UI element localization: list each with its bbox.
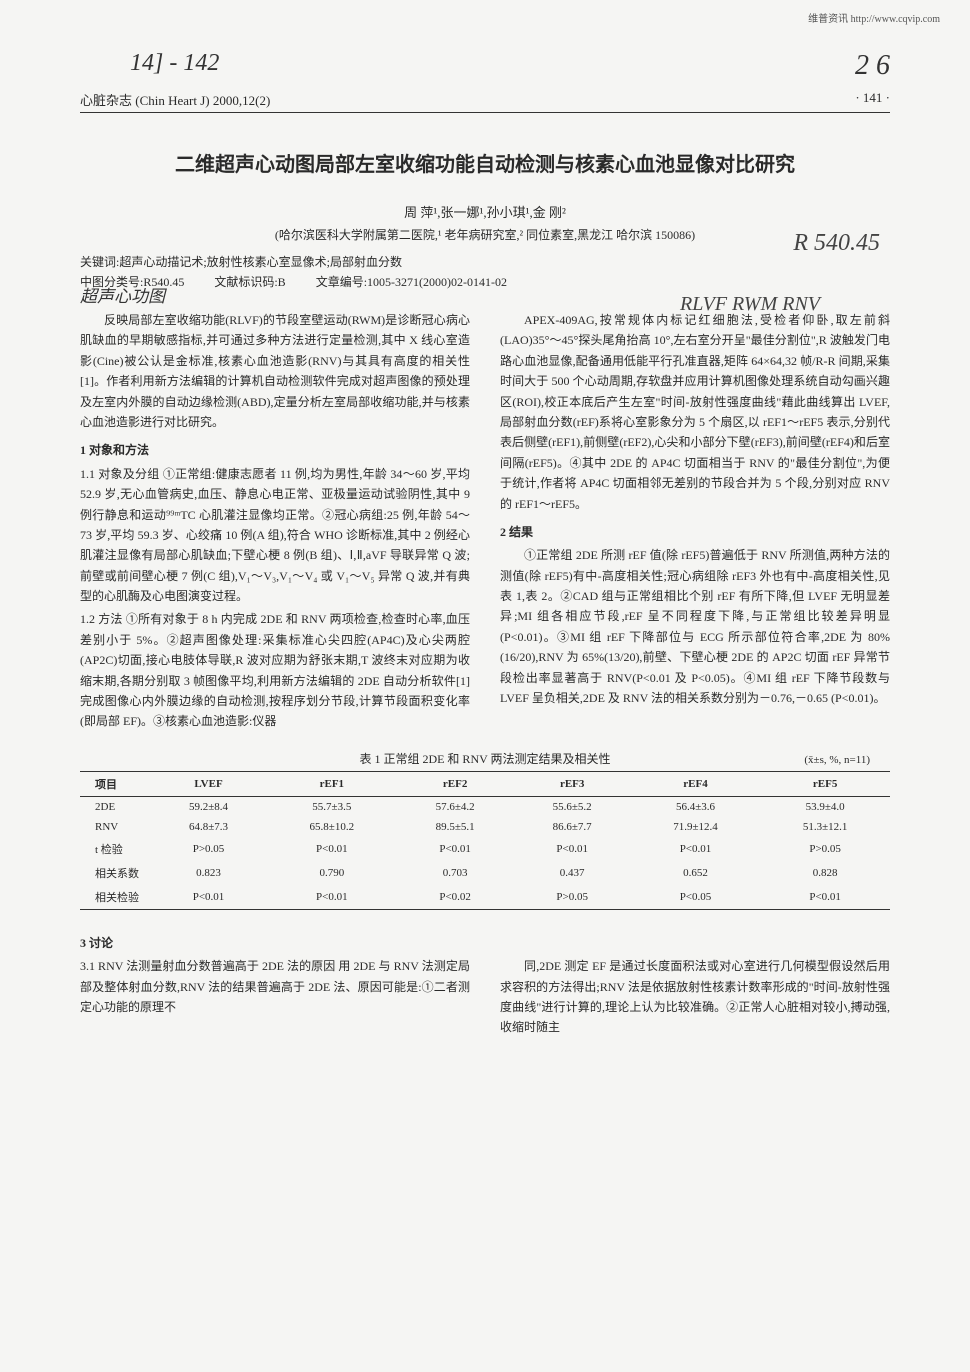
keywords: 关键词:超声心动描记术;放射性核素心室显像术;局部射血分数	[80, 253, 890, 270]
table-header: rEF2	[397, 771, 514, 796]
table-cell: P<0.01	[397, 837, 514, 861]
table-cell: 59.2±8.4	[150, 796, 267, 817]
handwritten-classification: R 540.45	[793, 230, 880, 257]
journal-header: 心脏杂志 (Chin Heart J) 2000,12(2) · 141 ·	[80, 90, 890, 113]
affiliation: (哈尔滨医科大学附属第二医院,¹ 老年病研究室,² 同位素室,黑龙江 哈尔滨 1…	[80, 226, 890, 243]
table-cell: P<0.01	[760, 885, 890, 910]
handwritten-abbrev: RLVF RWM RNV	[680, 293, 820, 316]
table-cell: P<0.01	[514, 837, 631, 861]
table-header: LVEF	[150, 771, 267, 796]
table-cell: 相关系数	[80, 861, 150, 885]
table-cell: 55.6±5.2	[514, 796, 631, 817]
table-cell: P>0.05	[760, 837, 890, 861]
table-header: rEF4	[631, 771, 761, 796]
intro-paragraph: 反映局部左室收缩功能(RLVF)的节段室壁运动(RWM)是诊断冠心病心肌缺血的早…	[80, 310, 470, 432]
handwritten-organ-annotation: 超声心功图	[80, 282, 165, 307]
table-cell: P<0.01	[267, 837, 397, 861]
discussion-continuation: 同,2DE 测定 EF 是通过长度面积法或对心室进行几何模型假设然后用求容积的方…	[500, 956, 890, 1038]
table-cell: 0.652	[631, 861, 761, 885]
table-cell: 0.790	[267, 861, 397, 885]
table-cell: P<0.01	[150, 885, 267, 910]
source-url: 维普资讯 http://www.cqvip.com	[808, 10, 940, 25]
table-cell: 相关检验	[80, 885, 150, 910]
table-cell: P<0.02	[397, 885, 514, 910]
discussion-left: 3 讨论 3.1 RNV 法测量射血分数普遍高于 2DE 法的原因 用 2DE …	[80, 925, 470, 1041]
table-cell: 64.8±7.3	[150, 817, 267, 837]
table-cell: 89.5±5.1	[397, 817, 514, 837]
table-header: rEF1	[267, 771, 397, 796]
table-header: 项目	[80, 771, 150, 796]
table-cell: 2DE	[80, 796, 150, 817]
table-cell: 71.9±12.4	[631, 817, 761, 837]
table-cell: t 检验	[80, 837, 150, 861]
results-paragraph: ①正常组 2DE 所测 rEF 值(除 rEF5)普遍低于 RNV 所测值,两种…	[500, 545, 890, 708]
table-cell: 55.7±3.5	[267, 796, 397, 817]
subsection-1-1: 1.1 对象及分组 ①正常组:健康志愿者 11 例,均为男性,年龄 34～60 …	[80, 464, 470, 607]
discussion-columns: 3 讨论 3.1 RNV 法测量射血分数普遍高于 2DE 法的原因 用 2DE …	[80, 925, 890, 1041]
left-column: 反映局部左室收缩功能(RLVF)的节段室壁运动(RWM)是诊断冠心病心肌缺血的早…	[80, 310, 470, 735]
table-cell: P>0.05	[514, 885, 631, 910]
table-cell: 0.823	[150, 861, 267, 885]
section-3-heading: 3 讨论	[80, 933, 470, 953]
article-id: 文章编号:1005-3271(2000)02-0141-02	[316, 273, 507, 290]
journal-name: 心脏杂志 (Chin Heart J) 2000,12(2)	[80, 90, 270, 109]
table-cell: P<0.05	[631, 885, 761, 910]
table-cell: 65.8±10.2	[267, 817, 397, 837]
article-title: 二维超声心动图局部左室收缩功能自动检测与核素心血池显像对比研究	[80, 148, 890, 177]
discussion-right: 同,2DE 测定 EF 是通过长度面积法或对心室进行几何模型假设然后用求容积的方…	[500, 925, 890, 1041]
table-cell: 0.828	[760, 861, 890, 885]
subsection-1-2: 1.2 方法 ①所有对象于 8 h 内完成 2DE 和 RNV 两项检查,检查时…	[80, 609, 470, 731]
method-continuation: APEX-409AG,按常规体内标记红细胞法,受检者仰卧,取左前斜(LAO)35…	[500, 310, 890, 514]
section-1-heading: 1 对象和方法	[80, 440, 470, 460]
results-table: 项目 LVEF rEF1 rEF2 rEF3 rEF4 rEF5 2DE59.2…	[80, 771, 890, 910]
table-cell: 56.4±3.6	[631, 796, 761, 817]
table-cell: P<0.01	[631, 837, 761, 861]
handwritten-annotation-topright: 2 6	[855, 50, 890, 82]
page-number: · 141 ·	[855, 90, 890, 109]
handwritten-annotation-topleft: 14] - 142	[130, 50, 219, 77]
spacer	[500, 933, 890, 953]
body-columns: 反映局部左室收缩功能(RLVF)的节段室壁运动(RWM)是诊断冠心病心肌缺血的早…	[80, 310, 890, 735]
table-cell: RNV	[80, 817, 150, 837]
section-2-heading: 2 结果	[500, 522, 890, 542]
table-cell: 51.3±12.1	[760, 817, 890, 837]
table-cell: 86.6±7.7	[514, 817, 631, 837]
subsection-3-1: 3.1 RNV 法测量射血分数普遍高于 2DE 法的原因 用 2DE 与 RNV…	[80, 956, 470, 1017]
doc-code: 文献标识码:B	[214, 273, 285, 290]
classification-row: 中图分类号:R540.45 文献标识码:B 文章编号:1005-3271(200…	[80, 273, 890, 290]
table-row: RNV64.8±7.365.8±10.289.5±5.186.6±7.771.9…	[80, 817, 890, 837]
table-row: t 检验P>0.05P<0.01P<0.01P<0.01P<0.01P>0.05	[80, 837, 890, 861]
table-cell: 57.6±4.2	[397, 796, 514, 817]
table-cell: 0.437	[514, 861, 631, 885]
table-header: rEF5	[760, 771, 890, 796]
table-row: 相关系数0.8230.7900.7030.4370.6520.828	[80, 861, 890, 885]
table-cell: P<0.01	[267, 885, 397, 910]
right-column: APEX-409AG,按常规体内标记红细胞法,受检者仰卧,取左前斜(LAO)35…	[500, 310, 890, 735]
table-row: 2DE59.2±8.455.7±3.557.6±4.255.6±5.256.4±…	[80, 796, 890, 817]
table-row: 相关检验P<0.01P<0.01P<0.02P>0.05P<0.05P<0.01	[80, 885, 890, 910]
table-cell: 0.703	[397, 861, 514, 885]
table-cell: P>0.05	[150, 837, 267, 861]
authors: 周 萍¹,张一娜¹,孙小琪¹,金 刚²	[80, 202, 890, 221]
table-header: rEF3	[514, 771, 631, 796]
table-cell: 53.9±4.0	[760, 796, 890, 817]
table-header-row: 项目 LVEF rEF1 rEF2 rEF3 rEF4 rEF5	[80, 771, 890, 796]
